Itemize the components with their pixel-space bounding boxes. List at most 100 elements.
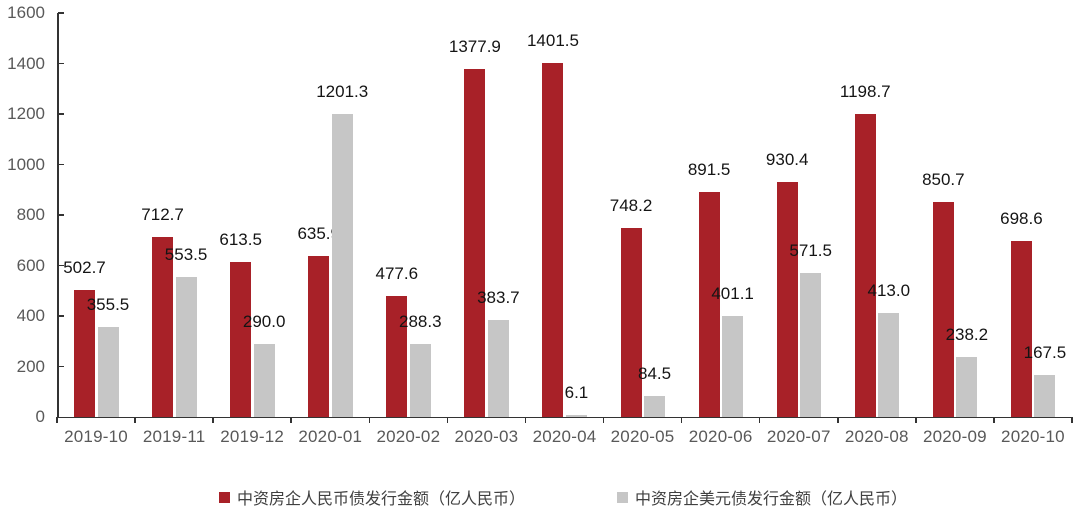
value-label: 553.5 — [164, 245, 208, 265]
bar-rmb-2020-05 — [620, 228, 642, 417]
x-axis-line — [57, 416, 1072, 418]
bar-usd-2019-12 — [253, 343, 275, 417]
y-axis-tick-label: 1400 — [7, 53, 45, 73]
x-axis-tick — [837, 417, 839, 423]
x-axis-tick — [680, 417, 683, 423]
x-axis-category-label: 2020-07 — [766, 427, 831, 446]
value-label: 930.4 — [765, 150, 809, 170]
value-label: 850.7 — [922, 170, 965, 190]
value-label: 401.1 — [711, 283, 754, 303]
legend: 中资房企人民币债发行金额（亿人民币） 中资房企美元债发行金额（亿人民币） — [23, 485, 1080, 509]
x-axis-tick — [915, 417, 917, 423]
x-axis-category-label: 2020-10 — [1001, 427, 1065, 446]
legend-label-usd-bonds: 中资房企美元债发行金额（亿人民币） — [635, 491, 908, 508]
bar-usd-2020-07 — [800, 272, 822, 417]
value-label: 290.0 — [242, 311, 286, 331]
x-axis-category-label: 2019-11 — [142, 427, 206, 446]
bar-usd-2020-05 — [644, 395, 666, 417]
x-axis-tick — [602, 417, 605, 423]
bar-usd-2020-03 — [487, 320, 509, 417]
x-axis-tick — [1071, 417, 1073, 423]
x-axis-category-label: 2020-06 — [688, 427, 753, 446]
x-axis-category-label: 2019-12 — [220, 427, 285, 446]
x-axis-tick — [290, 417, 292, 423]
value-label: 6.1 — [564, 383, 589, 403]
legend-label-rmb-bonds: 中资房企人民币债发行金额（亿人民币） — [236, 491, 525, 508]
value-label: 1377.9 — [448, 37, 501, 57]
x-axis-category-label: 2019-10 — [64, 427, 128, 446]
legend-item-rmb-bonds: 中资房企人民币债发行金额（亿人民币） — [218, 485, 525, 509]
y-axis-tick-label: 1000 — [7, 154, 45, 174]
x-axis-category-label: 2020-08 — [844, 427, 909, 446]
bar-rmb-2020-01 — [308, 256, 330, 417]
value-label: 167.5 — [1023, 342, 1067, 362]
x-axis-category-label: 2020-01 — [298, 427, 363, 446]
value-label: 891.5 — [687, 159, 731, 179]
x-axis-category-label: 2020-02 — [376, 427, 441, 446]
bar-rmb-2019-11 — [152, 237, 174, 417]
bar-rmb-2020-07 — [776, 182, 798, 417]
bar-rmb-2020-03 — [464, 69, 486, 417]
y-axis-tick — [58, 365, 64, 368]
x-axis-tick — [993, 417, 995, 423]
value-label: 635.9 — [297, 224, 340, 244]
value-label: 84.5 — [637, 363, 672, 383]
value-label: 613.5 — [219, 230, 262, 250]
y-axis-tick-label: 1200 — [7, 104, 45, 123]
y-axis-tick — [58, 214, 64, 216]
x-axis-tick — [446, 417, 449, 423]
y-axis-tick — [58, 62, 64, 65]
x-axis-tick — [368, 417, 371, 423]
value-label: 502.7 — [63, 258, 106, 278]
bar-usd-2019-11 — [175, 277, 197, 417]
value-label: 383.7 — [477, 288, 520, 308]
y-axis-tick-label: 1600 — [7, 3, 45, 22]
bar-rmb-2019-10 — [74, 290, 95, 417]
bar-rmb-2020-09 — [932, 202, 954, 417]
y-axis-tick-label: 800 — [16, 205, 45, 224]
bar-rmb-2019-12 — [230, 262, 252, 417]
bar-rmb-2020-10 — [1010, 240, 1032, 417]
value-label: 355.5 — [86, 295, 130, 315]
legend-swatch-rmb-icon — [218, 491, 230, 503]
value-label: 1198.7 — [839, 82, 891, 102]
x-axis-tick — [524, 417, 527, 423]
y-axis-tick — [58, 12, 64, 14]
bar-usd-2020-02 — [409, 344, 431, 417]
y-axis-tick-label: 400 — [16, 306, 45, 325]
x-axis-tick — [212, 417, 214, 423]
value-label: 238.2 — [945, 324, 989, 344]
bar-usd-2019-10 — [97, 327, 119, 417]
bar-usd-2020-04 — [565, 415, 587, 417]
x-axis-category-label: 2020-03 — [454, 427, 519, 446]
x-axis-category-label: 2020-04 — [532, 427, 597, 446]
legend-swatch-usd-icon — [617, 491, 628, 503]
y-axis-tick — [58, 113, 64, 115]
value-label: 1201.3 — [316, 81, 369, 101]
value-label: 288.3 — [399, 312, 442, 332]
x-axis-tick — [134, 417, 136, 423]
value-label: 748.2 — [609, 196, 653, 216]
bar-usd-2020-10 — [1034, 374, 1056, 417]
value-label: 413.0 — [867, 280, 911, 300]
value-label: 477.6 — [375, 264, 419, 284]
bar-rmb-2020-06 — [698, 191, 720, 417]
value-label: 712.7 — [141, 205, 184, 225]
bar-rmb-2020-02 — [386, 296, 408, 417]
y-axis-tick-label: 600 — [16, 255, 45, 275]
y-axis-tick-label: 200 — [16, 356, 45, 376]
x-axis-category-label: 2020-05 — [610, 427, 675, 446]
bar-usd-2020-09 — [956, 356, 978, 417]
y-axis-tick-label: 0 — [35, 407, 45, 426]
x-axis-tick — [758, 417, 761, 423]
y-axis-tick — [58, 315, 64, 317]
bar-usd-2020-06 — [722, 315, 744, 417]
value-label: 1401.5 — [526, 31, 579, 51]
x-axis-category-label: 2020-09 — [922, 427, 987, 446]
value-label: 571.5 — [789, 240, 832, 260]
y-axis-tick — [58, 163, 64, 166]
y-axis-tick — [58, 264, 64, 267]
x-axis-tick — [56, 417, 58, 423]
y-axis-line — [57, 13, 59, 417]
